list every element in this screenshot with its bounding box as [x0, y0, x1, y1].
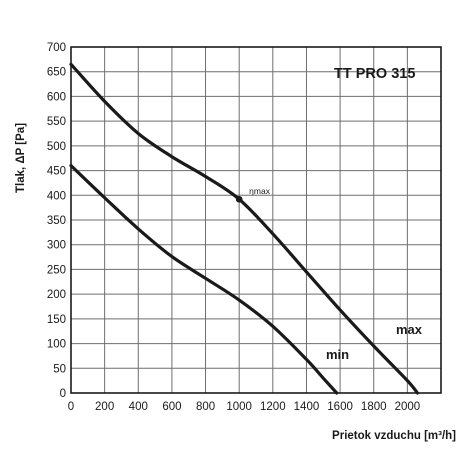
- y-tick-label: 300: [47, 240, 66, 252]
- x-tick-label: 400: [129, 401, 148, 413]
- x-tick-label: 800: [196, 401, 215, 413]
- y-tick-labels: 0 50 100 150 200 250 300 350 400 450 500 550 600 650 7…: [47, 42, 66, 400]
- y-tick-label: 400: [47, 190, 66, 202]
- x-tick-label: 1000: [226, 401, 252, 413]
- x-tick-label: 1600: [327, 401, 353, 413]
- x-tick-label: 1400: [294, 401, 320, 413]
- y-tick-label: 700: [47, 42, 66, 54]
- y-tick-label: 100: [47, 339, 66, 351]
- y-tick-label: 450: [47, 166, 66, 178]
- y-axis-label: Tlak, ΔP [Pa]: [15, 123, 27, 193]
- y-tick-label: 150: [47, 314, 66, 326]
- chart-title: TT PRO 315: [334, 66, 415, 82]
- series-label-max: max: [396, 322, 423, 337]
- y-tick-label: 550: [47, 116, 66, 128]
- y-tick-label: 250: [47, 264, 66, 276]
- x-tick-label: 1200: [260, 401, 286, 413]
- y-tick-label: 500: [47, 141, 66, 153]
- eta-max-label: ηmax: [249, 186, 271, 196]
- x-tick-label: 2000: [395, 401, 421, 413]
- y-tick-label: 200: [47, 289, 66, 301]
- x-tick-labels: 0 200 400 600 800 1000 1200 1400 1600 1800 2000: [68, 401, 420, 413]
- series-line-min: [69, 164, 339, 395]
- y-tick-label: 600: [47, 91, 66, 103]
- x-tick-label: 0: [68, 401, 74, 413]
- y-tick-label: 650: [47, 67, 66, 79]
- y-tick-label: 350: [47, 215, 66, 227]
- x-axis-label: Prietok vzduchu [m³/h]: [332, 430, 456, 442]
- x-tick-label: 1800: [361, 401, 387, 413]
- series-label-min: min: [326, 347, 349, 362]
- annotations: ηmax: [235, 186, 271, 203]
- series-line-max: [69, 62, 420, 395]
- x-tick-label: 200: [95, 401, 114, 413]
- y-tick-label: 0: [60, 388, 66, 400]
- y-tick-label: 50: [53, 363, 66, 375]
- plot-frame: [70, 46, 442, 394]
- x-tick-label: 600: [162, 401, 181, 413]
- eta-max-marker: [235, 195, 243, 203]
- series-curves: [69, 62, 420, 395]
